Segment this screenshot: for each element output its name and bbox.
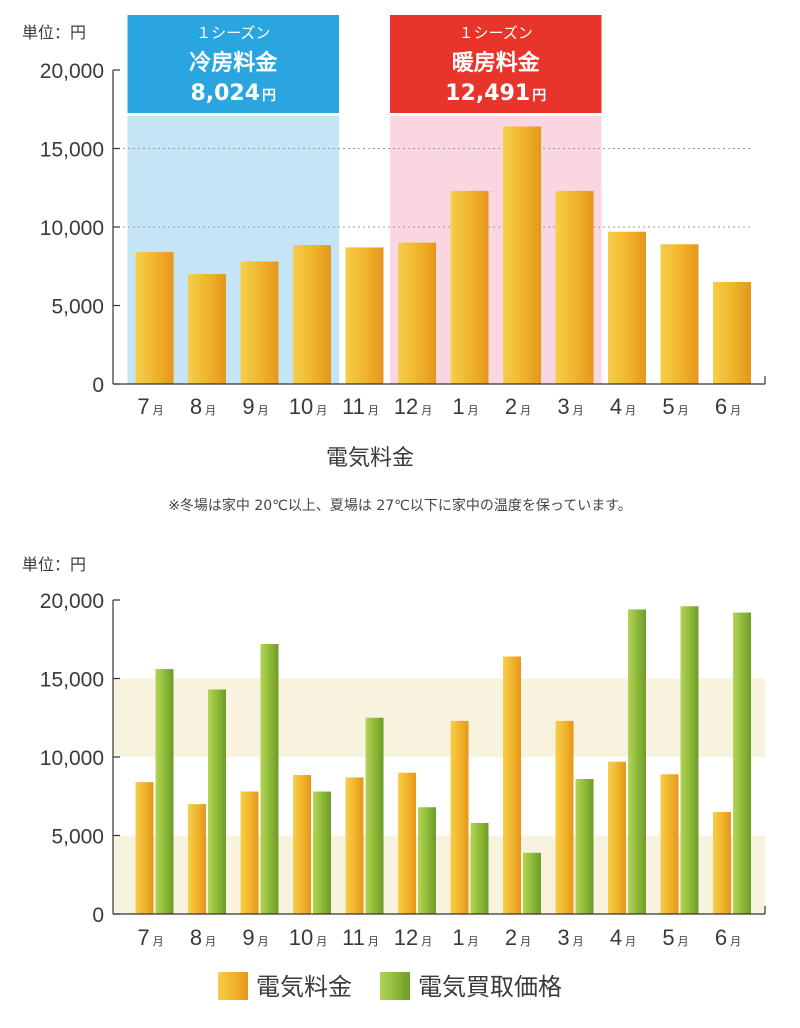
y-tick-labels: 0 5,000 10,000 15,000 20,000 [40, 590, 104, 927]
bars [135, 606, 751, 914]
bars [135, 126, 751, 385]
y-tick-label: 10,000 [40, 217, 104, 240]
bar-electricity-cost [660, 774, 679, 914]
y-tick-label: 5,000 [51, 296, 104, 319]
y-tick-label: 15,000 [40, 139, 104, 162]
bar [450, 190, 489, 384]
bar-electricity-cost [503, 656, 521, 914]
bar-electricity-cost [608, 761, 626, 914]
y-tick-label: 5,000 [51, 826, 104, 849]
bar-electricity-cost [345, 777, 364, 914]
bar-buyback-price [628, 609, 646, 914]
bar-electricity-cost [240, 791, 259, 914]
bar-electricity-cost [713, 811, 731, 914]
bar-buyback-price [313, 791, 331, 914]
chart1-note: ※冬場は家中 20℃以上、夏場は 27℃以下に家中の温度を保っています。 [168, 497, 632, 514]
x-tick-label: 11 月 [342, 925, 379, 950]
bar [188, 274, 226, 384]
y-tick-label: 20,000 [40, 590, 104, 613]
bar-electricity-cost [135, 782, 154, 914]
bar-buyback-price [470, 822, 489, 914]
bar [503, 126, 541, 385]
axes [112, 69, 766, 385]
x-tick-label: 10 月 [289, 925, 327, 950]
bar-electricity-cost [450, 720, 469, 914]
bar-buyback-price [680, 606, 699, 914]
x-tick-labels: 7 月 8 月 9 月 10 月 11 月 12 月 1 月 2 月 3 月 4 月 5 月 6 月 [137, 925, 741, 950]
x-tick-labels: 7 月 8 月 9 月 10 月 11 月 12 月 1 月 2 月 3 月 4 月 5 月 6 月 [137, 394, 741, 419]
legend: 電気料金 電気買取価格 [218, 972, 562, 1001]
season-title: 暖房料金 [452, 50, 541, 76]
season-title: 冷房料金 [189, 50, 278, 76]
bar-buyback-price [208, 689, 226, 914]
y-tick-label: 10,000 [40, 747, 104, 770]
bar-electricity-cost [555, 720, 574, 914]
x-tick-label: 12 月 [394, 394, 432, 419]
bar-buyback-price [260, 643, 279, 914]
gridlines [113, 148, 752, 228]
y-tick-label: 0 [92, 904, 104, 927]
x-tick-label: 10 月 [289, 394, 327, 419]
x-tick-label: 12 月 [394, 925, 432, 950]
bar-electricity-cost [293, 775, 311, 914]
legend-label: 電気買取価格 [418, 973, 562, 1001]
x-tick-label: 11 月 [342, 394, 379, 419]
bar [713, 281, 751, 384]
bar-buyback-price [733, 612, 751, 914]
y-tick-labels: 0 5,000 10,000 15,000 20,000 [40, 60, 104, 397]
bar [135, 252, 174, 384]
bar-buyback-price [575, 778, 594, 914]
chart2-unit-label: 単位：円 [22, 555, 86, 574]
axes [112, 599, 766, 915]
y-tick-label: 0 [92, 374, 104, 397]
bar [660, 244, 699, 384]
bar [398, 242, 436, 384]
y-tick-label: 20,000 [40, 60, 104, 83]
legend-swatch [380, 972, 410, 1000]
bar [345, 247, 384, 384]
season-header-box [127, 15, 339, 113]
legend-label: 電気料金 [256, 973, 352, 1001]
chart1-unit-label: 単位：円 [22, 23, 86, 42]
bar [293, 245, 331, 384]
bar-electricity-cost [188, 804, 206, 914]
season-header-box [390, 15, 602, 113]
legend-swatch [218, 972, 248, 1000]
bar-buyback-price [523, 852, 541, 914]
chart1-x-title: 電気料金 [326, 446, 414, 471]
season-label: １シーズン [459, 24, 533, 42]
bar [608, 231, 646, 384]
y-tick-label: 15,000 [40, 669, 104, 692]
bar [555, 190, 594, 384]
bar-buyback-price [418, 807, 436, 914]
chart2: 単位：円 0 5,000 10,000 15,000 20,000 7 月 8 月 9 月 10 月 1… [22, 555, 766, 1001]
season-label: １シーズン [196, 24, 270, 42]
bar [240, 261, 279, 384]
season-amount: 12,491 円 [445, 81, 546, 106]
bar-buyback-price [155, 669, 174, 914]
bar-buyback-price [365, 717, 384, 914]
bar-electricity-cost [398, 772, 416, 914]
